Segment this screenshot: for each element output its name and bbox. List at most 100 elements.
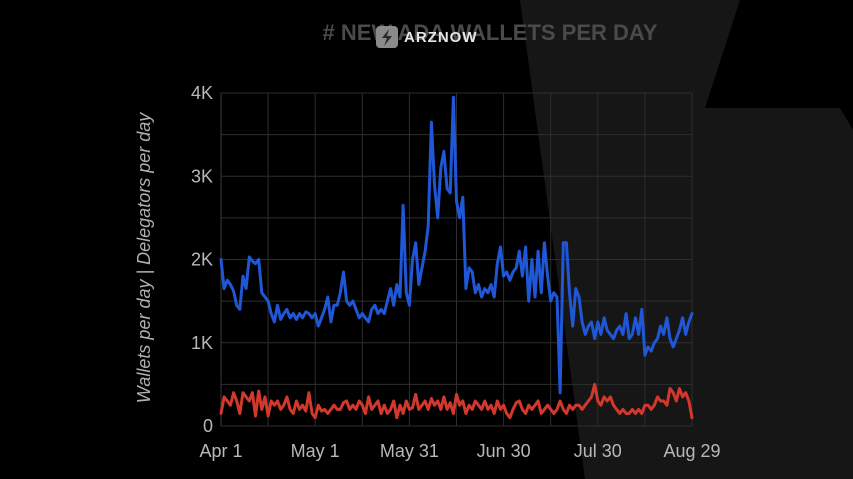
data-point-wallets <box>364 317 367 319</box>
data-point-delegators <box>308 392 310 394</box>
data-point-delegators <box>506 412 508 415</box>
x-tick-label: Jul 30 <box>574 441 622 461</box>
data-point-wallets <box>597 321 599 323</box>
data-point-delegators <box>242 392 244 394</box>
data-point-delegators <box>691 417 693 419</box>
data-point-wallets <box>226 279 228 281</box>
data-point-delegators <box>634 412 637 415</box>
data-point-wallets <box>622 333 624 336</box>
data-point-wallets <box>446 188 448 190</box>
data-point-wallets <box>543 242 546 244</box>
data-point-delegators <box>553 412 555 415</box>
data-point-delegators <box>298 408 301 410</box>
data-point-wallets <box>565 242 568 244</box>
data-point-wallets <box>386 300 389 302</box>
data-point-delegators <box>559 400 561 402</box>
x-tick-label: Apr 1 <box>199 441 242 461</box>
data-point-wallets <box>528 300 530 302</box>
data-point-delegators <box>484 400 486 402</box>
data-point-wallets <box>672 346 674 348</box>
data-point-delegators <box>550 408 552 410</box>
data-point-wallets <box>405 292 407 294</box>
data-point-delegators <box>251 392 253 394</box>
data-point-wallets <box>603 317 605 319</box>
data-point-wallets <box>515 267 517 269</box>
data-point-wallets <box>242 275 244 277</box>
data-point-delegators <box>521 408 524 410</box>
data-point-wallets <box>650 350 652 352</box>
data-point-delegators <box>421 404 423 406</box>
data-point-wallets <box>452 96 454 98</box>
data-point-wallets <box>361 313 363 315</box>
data-point-delegators <box>638 408 640 410</box>
data-point-wallets <box>616 329 618 331</box>
data-point-delegators <box>666 404 668 406</box>
data-point-wallets <box>575 288 577 290</box>
data-point-delegators <box>267 415 269 417</box>
data-point-wallets <box>660 325 662 327</box>
data-point-wallets <box>675 337 677 340</box>
data-point-wallets <box>656 337 659 340</box>
data-point-delegators <box>587 400 589 402</box>
data-point-delegators <box>371 408 373 410</box>
data-point-wallets <box>594 337 596 340</box>
data-point-delegators <box>619 412 621 415</box>
data-point-wallets <box>540 292 542 294</box>
data-point-delegators <box>248 400 250 402</box>
data-point-delegators <box>477 404 480 406</box>
data-point-delegators <box>660 400 662 402</box>
data-point-wallets <box>537 250 539 252</box>
data-point-wallets <box>600 333 602 336</box>
data-point-wallets <box>254 263 257 265</box>
data-point-wallets <box>499 246 502 248</box>
data-point-delegators <box>446 408 448 410</box>
data-point-wallets <box>311 317 313 319</box>
data-point-wallets <box>424 250 426 252</box>
data-point-delegators <box>678 387 681 390</box>
data-point-delegators <box>543 408 546 410</box>
data-point-wallets <box>437 217 439 219</box>
data-point-delegators <box>528 404 530 406</box>
data-point-delegators <box>452 412 454 415</box>
data-point-delegators <box>644 404 646 406</box>
data-point-wallets <box>631 333 633 336</box>
data-point-wallets <box>229 283 232 286</box>
data-point-wallets <box>220 258 222 261</box>
data-point-delegators <box>534 404 536 406</box>
data-point-delegators <box>609 396 611 398</box>
data-point-delegators <box>383 404 385 406</box>
data-point-wallets <box>644 354 646 356</box>
data-point-wallets <box>380 308 382 311</box>
data-point-delegators <box>324 408 326 410</box>
data-point-delegators <box>289 408 291 410</box>
data-point-wallets <box>496 263 498 265</box>
data-point-delegators <box>625 412 627 415</box>
data-point-delegators <box>254 415 257 417</box>
data-point-wallets <box>239 308 241 311</box>
data-point-delegators <box>443 396 445 398</box>
data-point-delegators <box>515 402 517 404</box>
series-delegators <box>219 382 694 420</box>
data-point-wallets <box>518 250 520 252</box>
data-point-wallets <box>298 313 301 315</box>
data-point-delegators <box>258 390 260 392</box>
data-point-delegators <box>575 404 577 406</box>
data-point-delegators <box>622 408 624 410</box>
data-point-wallets <box>367 321 370 323</box>
data-point-wallets <box>471 271 473 273</box>
data-point-delegators <box>600 404 602 406</box>
data-point-wallets <box>531 258 533 261</box>
data-point-wallets <box>459 217 461 219</box>
data-point-delegators <box>440 408 442 410</box>
data-point-wallets <box>383 313 385 315</box>
data-point-delegators <box>616 408 618 410</box>
data-point-wallets <box>280 318 282 321</box>
y-tick-label: 1K <box>191 333 213 353</box>
data-point-wallets <box>641 308 643 311</box>
data-point-delegators <box>342 402 345 404</box>
data-point-delegators <box>462 400 464 402</box>
data-point-wallets <box>474 292 476 294</box>
data-point-delegators <box>273 404 275 406</box>
data-point-wallets <box>236 304 238 306</box>
